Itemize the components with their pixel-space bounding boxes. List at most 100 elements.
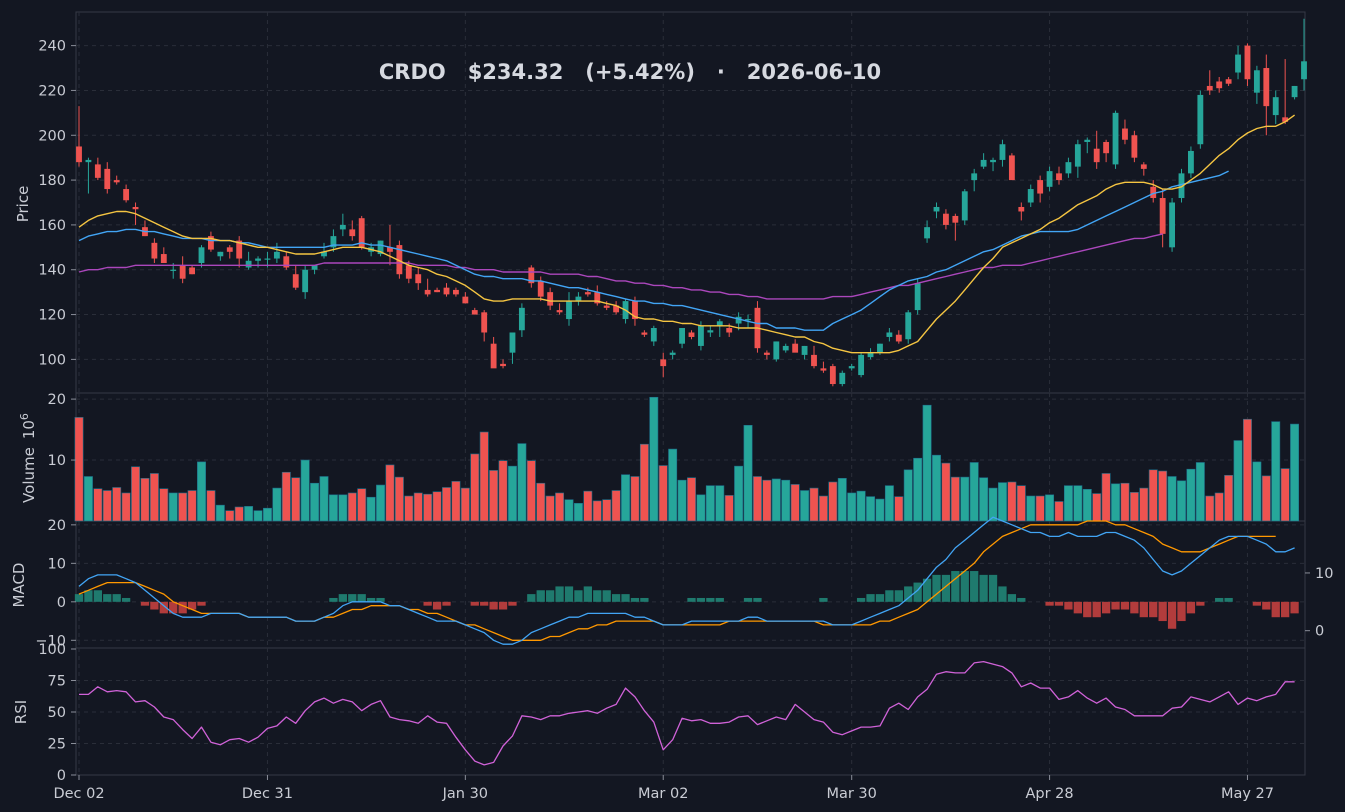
candle-body: [632, 301, 638, 320]
volume-bar: [197, 461, 206, 522]
macd-histogram-bar: [536, 590, 545, 602]
volume-bar: [508, 465, 517, 522]
volume-bar: [1007, 481, 1017, 522]
macd-histogram-bar: [998, 586, 1007, 602]
candle-body: [1253, 70, 1260, 93]
macd-histogram-bar: [866, 594, 875, 602]
macd-histogram-bar: [1045, 601, 1054, 606]
volume-bar: [705, 485, 715, 522]
volume-bar: [837, 478, 847, 522]
candle-body: [773, 341, 780, 360]
candle-body: [594, 292, 601, 304]
candle-body: [943, 213, 949, 225]
macd-histogram-bar: [1196, 601, 1205, 606]
macd-histogram-bar: [498, 601, 508, 610]
candle-body: [189, 267, 195, 275]
volume-bar: [894, 496, 904, 522]
price-y-tick-label: 240: [38, 39, 66, 55]
volume-bar: [818, 495, 828, 522]
x-tick-label: Dec 31: [242, 786, 293, 802]
candle-body: [283, 256, 290, 268]
macd-histogram-bar: [640, 597, 649, 602]
moving-averages: [78, 114, 1296, 354]
candle-body: [1008, 155, 1015, 181]
macd-histogram-bar: [988, 574, 998, 602]
volume-bar: [1092, 493, 1102, 522]
candles: [76, 18, 1307, 387]
macd-y-tick-label: 10: [48, 556, 66, 572]
volume-bar: [856, 490, 866, 522]
candle-body: [726, 328, 733, 333]
volume-bar: [394, 476, 404, 522]
volume-bar: [1205, 495, 1215, 522]
candle-body: [811, 354, 817, 367]
candle-body: [961, 191, 968, 221]
volume-bar: [1261, 475, 1271, 522]
candle-body: [716, 321, 723, 326]
candle-body: [424, 289, 431, 295]
candle-body: [792, 343, 799, 353]
macd-histogram-bar: [470, 601, 479, 606]
volume-bar: [573, 503, 583, 522]
x-tick-label: Mar 02: [638, 786, 688, 802]
volume-bar: [998, 482, 1007, 522]
volume-bar: [950, 476, 960, 522]
candle-body: [273, 251, 280, 259]
rsi-y-tick-label: 25: [48, 737, 66, 753]
macd-histogram-bar: [442, 601, 451, 606]
volume-bar: [1271, 421, 1281, 522]
candle-body: [490, 343, 497, 369]
macd-histogram-bar: [894, 590, 903, 602]
volume-bar: [74, 417, 84, 522]
macd-histogram-bar: [366, 597, 376, 602]
price-y-tick-label: 120: [38, 308, 66, 324]
volume-bar: [83, 476, 93, 522]
volume-bar: [1233, 440, 1243, 522]
volume-unit-exp: 6: [18, 413, 31, 420]
candle-body: [405, 265, 412, 279]
macd-histogram-bar: [1130, 601, 1139, 614]
macd-panel[interactable]: [74, 516, 1299, 645]
rsi-y-tick-label: 0: [57, 768, 66, 784]
volume-bar: [1111, 483, 1120, 522]
candle-body: [839, 372, 846, 385]
candle-body: [443, 287, 450, 295]
volume-bar: [460, 487, 470, 522]
volume-bar: [960, 476, 970, 522]
macd-histogram-bar: [904, 586, 913, 602]
candle-body: [1291, 85, 1298, 98]
macd-axis-label: MACD: [10, 563, 28, 608]
volume-bar: [734, 465, 744, 522]
volume-bar: [451, 481, 461, 522]
volume-bar: [828, 481, 838, 522]
rsi-panel[interactable]: [79, 660, 1295, 766]
volume-bar: [1252, 461, 1262, 522]
candle-body: [1140, 164, 1147, 169]
candle-body: [217, 251, 224, 257]
volume-bar: [630, 476, 640, 522]
volume-bar: [583, 490, 593, 522]
candle-body: [462, 296, 469, 304]
volume-bar: [121, 492, 131, 522]
macd-histogram-bar: [960, 571, 969, 602]
candle-body: [1018, 206, 1025, 212]
candle-body: [999, 144, 1006, 160]
volume-panel[interactable]: [74, 396, 1300, 522]
volume-bar: [281, 471, 291, 522]
macd-histogram-bar: [112, 594, 121, 602]
axis-ticks: Dec 02 Dec 31 Jan 30 Mar 02 Mar 30 Apr 28 May …: [35, 39, 1333, 802]
price-panel[interactable]: CRDO $234.32 (+5.42%) · 2026-06-10: [76, 18, 1307, 387]
price-y-tick-label: 200: [38, 128, 66, 144]
macd-histogram-bar: [706, 597, 715, 602]
macd-histogram-bar: [197, 601, 206, 606]
volume-bar: [1214, 492, 1224, 522]
volume-bar: [1139, 487, 1149, 522]
candle-body: [160, 254, 167, 264]
volume-bar: [668, 448, 678, 522]
macd-histogram-bar: [1215, 597, 1224, 602]
volume-bar: [1054, 501, 1064, 522]
candle-body: [707, 330, 714, 333]
candle-body: [1225, 79, 1232, 84]
candle-body: [1159, 198, 1166, 234]
macd-histogram-bar: [1073, 601, 1082, 614]
